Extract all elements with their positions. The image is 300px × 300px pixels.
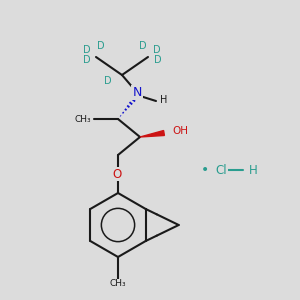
Polygon shape [140,130,164,137]
Text: D: D [97,41,105,51]
Text: N: N [132,85,142,98]
Text: OH: OH [172,126,188,136]
Text: D: D [83,45,91,55]
Text: Cl: Cl [215,164,226,176]
Text: O: O [112,167,122,181]
Text: D: D [83,55,91,65]
Text: D: D [154,55,162,65]
Text: CH₃: CH₃ [74,115,91,124]
Text: D: D [104,76,112,86]
Text: •: • [201,163,209,177]
Text: H: H [249,164,258,176]
Text: D: D [139,41,147,51]
Text: D: D [153,45,161,55]
Text: H: H [160,95,167,105]
Text: CH₃: CH₃ [110,280,126,289]
